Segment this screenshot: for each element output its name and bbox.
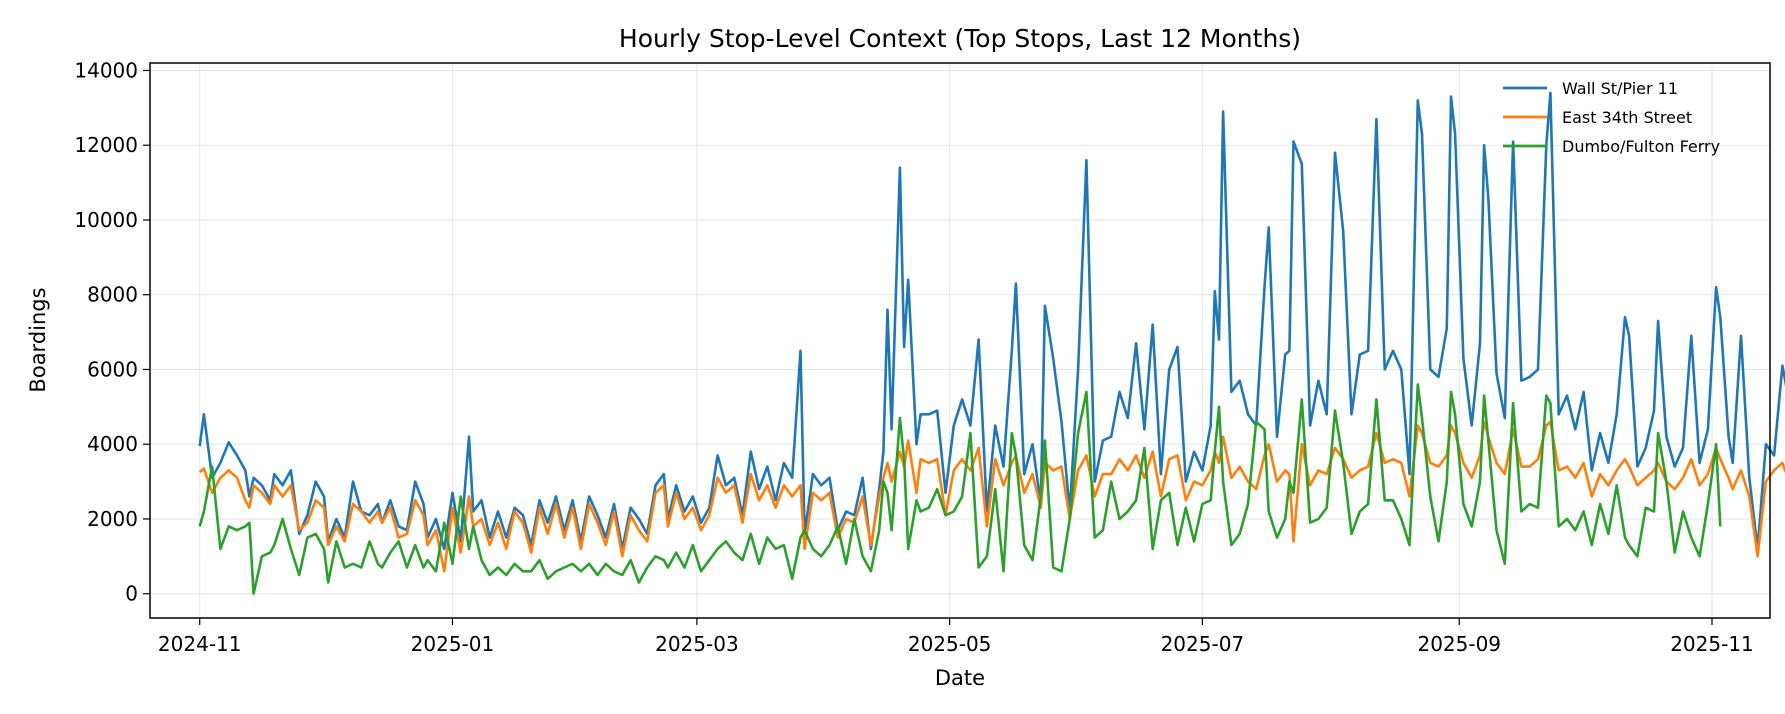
legend: Wall St/Pier 11 East 34th Street Dumbo/Ful…	[1503, 79, 1720, 156]
y-tick-label: 4000	[87, 432, 138, 456]
series-line-2	[198, 420, 1785, 573]
x-tick-label: 2025-01	[411, 632, 495, 656]
plot-area-frame	[149, 62, 1771, 619]
series-layer	[198, 91, 1785, 595]
x-axis-label: Date	[935, 666, 985, 690]
y-tick-label: 0	[125, 582, 138, 606]
x-tick-label: 2025-11	[1670, 632, 1754, 656]
legend-label-1: Wall St/Pier 11	[1562, 79, 1678, 98]
y-axis: 0 2000 4000 6000 8000 10000 12000 14000	[74, 58, 150, 606]
x-tick-label: 2025-05	[908, 632, 992, 656]
y-tick-label: 14000	[74, 58, 138, 82]
chart-title: Hourly Stop-Level Context (Top Stops, La…	[619, 24, 1301, 53]
y-tick-label: 6000	[87, 357, 138, 381]
y-tick-label: 8000	[87, 283, 138, 307]
y-axis-label: Boardings	[26, 287, 50, 392]
x-tick-label: 2024-11	[158, 632, 242, 656]
legend-label-3: Dumbo/Fulton Ferry	[1562, 137, 1720, 156]
series-line-1	[198, 91, 1785, 551]
legend-label-2: East 34th Street	[1562, 108, 1692, 127]
series-line-3	[198, 383, 1722, 595]
x-tick-label: 2025-09	[1417, 632, 1501, 656]
x-tick-label: 2025-03	[655, 632, 739, 656]
y-tick-label: 12000	[74, 133, 138, 157]
grid-lines	[150, 63, 1770, 618]
x-axis: 2024-11 2025-01 2025-03 2025-05 2025-07 2025-…	[158, 618, 1754, 656]
y-tick-label: 2000	[87, 507, 138, 531]
y-tick-label: 10000	[74, 208, 138, 232]
x-tick-label: 2025-07	[1161, 632, 1245, 656]
